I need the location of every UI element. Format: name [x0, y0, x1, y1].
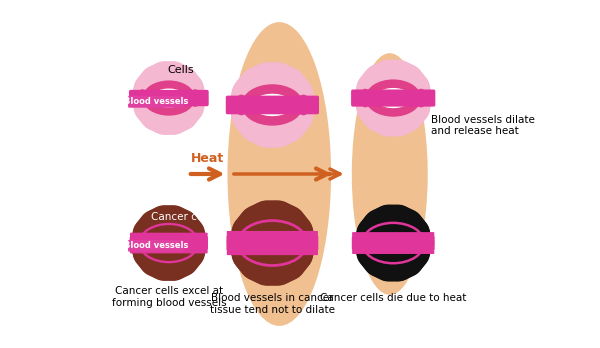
Text: Cells: Cells [167, 65, 194, 76]
Text: Blood vessels in cancer
tissue tend not to dilate: Blood vessels in cancer tissue tend not … [210, 293, 335, 315]
Ellipse shape [151, 88, 187, 108]
Text: Blood vessels dilate
and release heat: Blood vessels dilate and release heat [431, 115, 535, 136]
Ellipse shape [137, 89, 148, 107]
Ellipse shape [296, 95, 310, 115]
Polygon shape [131, 206, 206, 280]
Ellipse shape [235, 95, 248, 115]
FancyBboxPatch shape [128, 96, 184, 108]
Ellipse shape [365, 79, 421, 117]
Text: Heat: Heat [191, 152, 224, 165]
Polygon shape [132, 62, 205, 134]
Text: Blood vessels: Blood vessels [124, 241, 188, 250]
FancyBboxPatch shape [227, 239, 318, 246]
FancyBboxPatch shape [129, 90, 209, 106]
Ellipse shape [359, 89, 371, 108]
FancyBboxPatch shape [352, 232, 434, 238]
FancyBboxPatch shape [130, 247, 208, 253]
FancyBboxPatch shape [130, 233, 208, 239]
Text: Cancer cells excel at
forming blood vessels: Cancer cells excel at forming blood vess… [112, 286, 226, 308]
Ellipse shape [139, 224, 198, 262]
Ellipse shape [415, 89, 427, 108]
Text: Blood vessels: Blood vessels [124, 97, 188, 106]
FancyBboxPatch shape [352, 248, 434, 254]
FancyBboxPatch shape [227, 248, 318, 255]
Ellipse shape [374, 88, 412, 108]
FancyBboxPatch shape [352, 240, 434, 246]
FancyBboxPatch shape [128, 240, 184, 252]
Text: Cancer cells die due to heat: Cancer cells die due to heat [320, 293, 466, 303]
Ellipse shape [251, 94, 293, 116]
FancyBboxPatch shape [351, 89, 436, 106]
FancyBboxPatch shape [352, 236, 434, 250]
Text: Cancer cells: Cancer cells [151, 212, 214, 222]
FancyBboxPatch shape [226, 236, 318, 250]
Ellipse shape [352, 53, 428, 295]
Polygon shape [355, 205, 431, 281]
Ellipse shape [362, 223, 424, 263]
Ellipse shape [238, 221, 307, 266]
Ellipse shape [190, 89, 201, 107]
Ellipse shape [241, 84, 304, 126]
Ellipse shape [227, 22, 331, 326]
FancyBboxPatch shape [227, 231, 318, 238]
Polygon shape [230, 63, 315, 147]
Polygon shape [230, 201, 315, 285]
Ellipse shape [142, 80, 195, 116]
FancyBboxPatch shape [130, 240, 208, 246]
FancyBboxPatch shape [226, 96, 319, 114]
FancyBboxPatch shape [130, 237, 208, 250]
Polygon shape [355, 60, 431, 136]
